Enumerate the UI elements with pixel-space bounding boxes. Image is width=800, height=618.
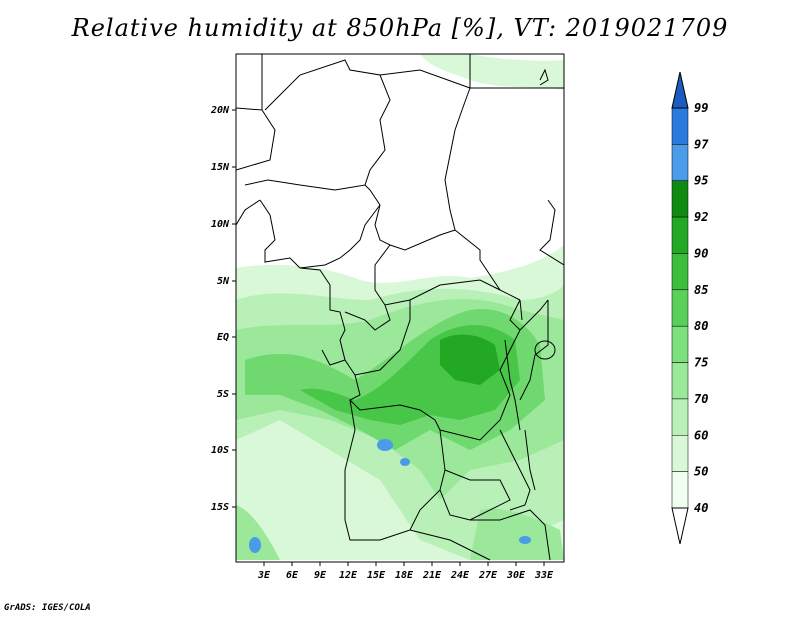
lon-tick-label: 18E bbox=[395, 570, 414, 581]
colorbar: 40 50 60 70 75 80 85 90 92 95 97 99 bbox=[671, 71, 709, 545]
lon-tick-label: 30E bbox=[506, 570, 526, 581]
colorbar-segment bbox=[671, 180, 689, 218]
lat-tick-label: 20N bbox=[210, 105, 230, 116]
lon-axis: 3E 6E 9E 12E 15E 18E 21E 24E 27E 30E 33E bbox=[257, 562, 554, 581]
humidity-band-southeast bbox=[470, 508, 564, 560]
colorbar-label: 90 bbox=[694, 246, 708, 260]
humidity-blue-patch bbox=[249, 537, 261, 553]
colorbar-label: 70 bbox=[694, 392, 708, 406]
lon-tick-label: 33E bbox=[534, 570, 554, 581]
colorbar-label: 75 bbox=[694, 356, 708, 370]
humidity-field bbox=[236, 54, 564, 560]
humidity-blue-patch bbox=[377, 439, 393, 451]
colorbar-segment bbox=[671, 107, 689, 145]
colorbar-segment bbox=[671, 362, 689, 400]
humidity-band-north bbox=[420, 54, 564, 90]
colorbar-label: 92 bbox=[694, 210, 708, 224]
colorbar-segment bbox=[671, 216, 689, 254]
lat-tick-label: 10N bbox=[211, 219, 230, 230]
lat-tick-label: EQ bbox=[217, 332, 229, 343]
credit-label: GrADS: IGES/COLA bbox=[4, 603, 91, 613]
lon-tick-label: 6E bbox=[286, 570, 299, 581]
colorbar-label: 97 bbox=[694, 137, 709, 151]
map-title: Relative humidity at 850hPa [%], VT: 201… bbox=[71, 14, 729, 42]
colorbar-segment bbox=[671, 253, 689, 291]
lat-tick-label: 10S bbox=[211, 445, 229, 456]
colorbar-top-arrow bbox=[671, 71, 689, 109]
lon-tick-label: 24E bbox=[450, 570, 470, 581]
colorbar-label: 60 bbox=[694, 428, 708, 442]
lon-tick-label: 15E bbox=[367, 570, 386, 581]
lon-tick-label: 12E bbox=[339, 570, 358, 581]
colorbar-segment bbox=[671, 325, 689, 363]
colorbar-segment bbox=[671, 471, 689, 509]
lat-tick-label: 15S bbox=[211, 502, 229, 513]
colorbar-segment bbox=[671, 144, 689, 181]
colorbar-label: 50 bbox=[694, 465, 708, 479]
humidity-band-90 bbox=[440, 334, 500, 385]
colorbar-label: 80 bbox=[694, 319, 708, 333]
lon-tick-label: 9E bbox=[314, 570, 327, 581]
colorbar-segment bbox=[671, 289, 689, 327]
map-frame bbox=[235, 53, 565, 563]
colorbar-label: 95 bbox=[694, 174, 708, 188]
lat-tick-label: 15N bbox=[211, 162, 230, 173]
lon-tick-label: 21E bbox=[422, 570, 442, 581]
colorbar-label: 40 bbox=[694, 501, 708, 515]
humidity-band-south bbox=[236, 505, 280, 560]
colorbar-bottom-arrow bbox=[671, 507, 689, 545]
country-borders bbox=[236, 54, 564, 561]
colorbar-segment bbox=[671, 435, 689, 472]
lakes bbox=[504, 299, 556, 491]
lat-tick-label: 5N bbox=[217, 276, 230, 287]
lon-tick-label: 3E bbox=[257, 570, 271, 581]
lat-axis: 20N 15N 10N 5N EQ 5S 10S 15S bbox=[210, 105, 236, 513]
colorbar-segment bbox=[671, 398, 689, 436]
lat-tick-label: 5S bbox=[217, 389, 229, 400]
lon-tick-label: 27E bbox=[478, 570, 498, 581]
colorbar-label: 85 bbox=[694, 283, 708, 297]
humidity-blue-patch bbox=[400, 458, 410, 466]
colorbar-label: 99 bbox=[694, 101, 708, 115]
humidity-blue-patch bbox=[519, 536, 531, 544]
